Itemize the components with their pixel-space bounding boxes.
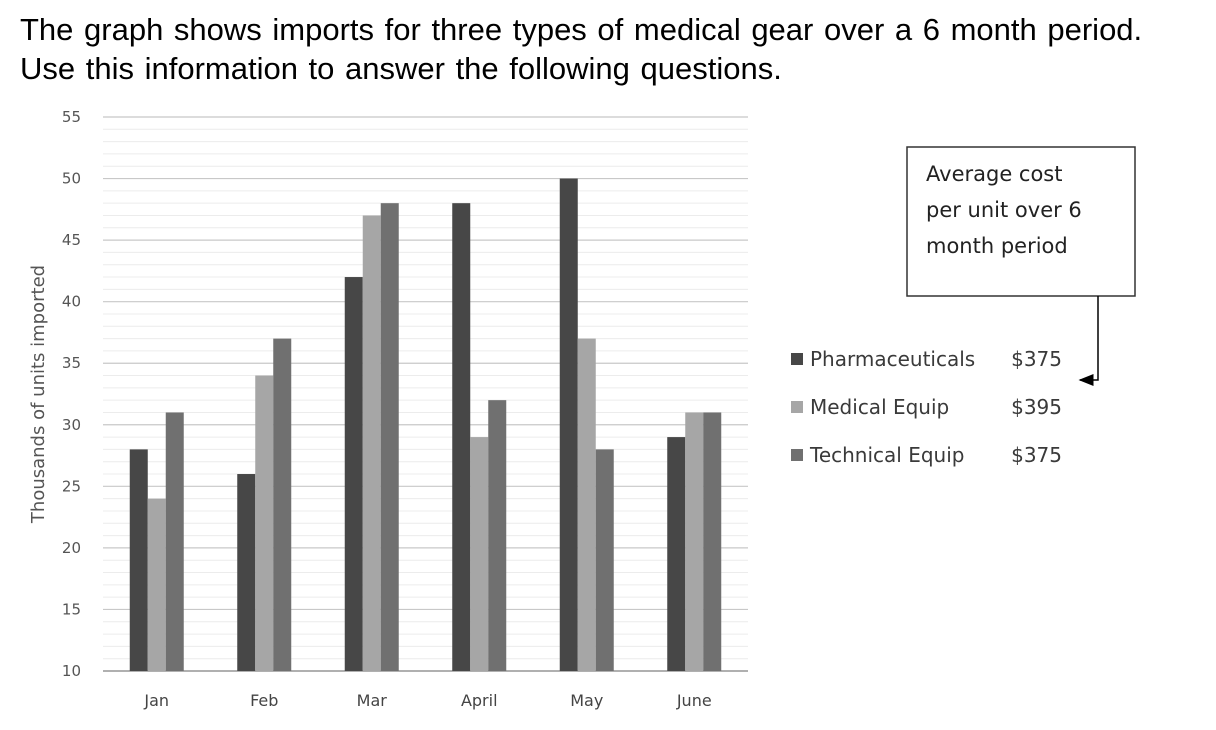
- legend-swatch: [791, 449, 803, 461]
- bar-medical-equip-feb: [255, 375, 274, 671]
- bar-pharmaceuticals-mar: [344, 277, 363, 671]
- legend-label: Technical Equip: [809, 443, 964, 467]
- y-axis-title: Thousands of units imported: [28, 265, 49, 524]
- y-tick-label: 55: [62, 108, 81, 126]
- annotation-text: Average cost per unit over 6 month period: [926, 162, 1082, 258]
- annotation-line: Average cost: [926, 162, 1062, 186]
- legend-swatch: [791, 353, 803, 365]
- y-tick-label: 10: [62, 662, 81, 680]
- y-tick-label: 50: [62, 170, 81, 188]
- y-tick-label: 40: [62, 293, 81, 311]
- bar-pharmaceuticals-june: [667, 437, 686, 671]
- bar-pharmaceuticals-feb: [237, 474, 256, 671]
- y-tick-label: 35: [62, 354, 81, 372]
- annotation-line: per unit over 6: [926, 198, 1082, 222]
- bar-pharmaceuticals-april: [452, 203, 471, 671]
- x-category-label: Jan: [143, 691, 169, 710]
- y-tick-label: 45: [62, 231, 81, 249]
- intro-text: The graph shows imports for three types …: [20, 12, 1143, 86]
- y-tick-label: 30: [62, 416, 81, 434]
- legend-cost: $395: [1011, 395, 1062, 419]
- gridlines: [103, 116, 748, 672]
- x-category-label: Mar: [357, 691, 388, 710]
- legend: Pharmaceuticals $375 Medical Equip $395 Tech…: [791, 347, 1062, 467]
- x-category-label: Feb: [250, 691, 278, 710]
- y-tick-label: 20: [62, 539, 81, 557]
- legend-label: Pharmaceuticals: [810, 347, 975, 371]
- annotation-box: [906, 146, 1136, 297]
- legend-cost: $375: [1011, 347, 1062, 371]
- bar-medical-equip-may: [577, 338, 596, 671]
- bar-technical-equip-april: [488, 400, 507, 671]
- bar-medical-equip-jan: [147, 498, 166, 671]
- bar-technical-equip-may: [595, 449, 614, 671]
- legend-label: Medical Equip: [810, 395, 949, 419]
- bar-medical-equip-april: [470, 437, 489, 671]
- bar-medical-equip-mar: [362, 215, 381, 671]
- bars-group: [129, 178, 722, 672]
- annotation-callout: Average cost per unit over 6 month period: [906, 146, 1136, 386]
- legend-cost: $375: [1011, 443, 1062, 467]
- bar-technical-equip-june: [703, 412, 722, 671]
- x-category-label: June: [676, 691, 712, 710]
- y-tick-label: 25: [62, 477, 81, 495]
- bar-medical-equip-june: [685, 412, 704, 671]
- annotation-line: month period: [926, 234, 1068, 258]
- bar-pharmaceuticals-may: [559, 178, 578, 672]
- annotation-arrow: [1078, 296, 1099, 386]
- bar-technical-equip-mar: [380, 203, 399, 671]
- x-category-label: May: [570, 691, 603, 710]
- bar-technical-equip-jan: [165, 412, 184, 671]
- y-axis-ticks: 10 15 20 25 30 35 40 45 50 55: [62, 108, 81, 680]
- legend-swatch: [791, 401, 803, 413]
- bar-technical-equip-feb: [273, 338, 292, 671]
- bar-pharmaceuticals-jan: [129, 449, 148, 671]
- x-axis-categories: Jan Feb Mar April May June: [143, 691, 711, 710]
- x-category-label: April: [461, 691, 498, 710]
- y-tick-label: 15: [62, 600, 81, 618]
